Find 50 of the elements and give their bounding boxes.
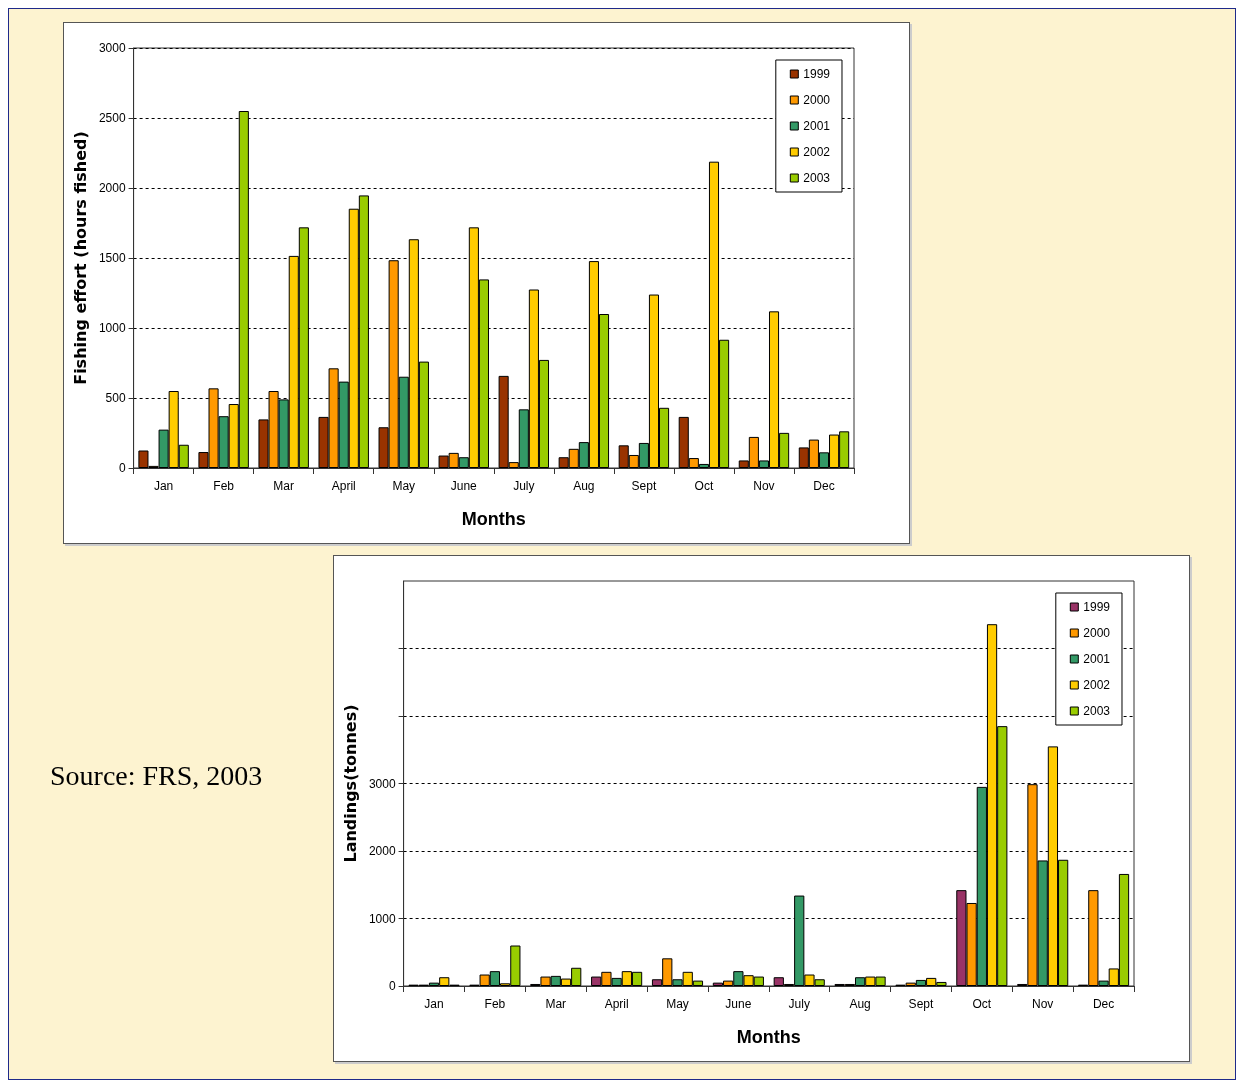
y-axis-title: Fishing effort (hours fished): [70, 131, 90, 385]
y-tick-label: 2000: [98, 181, 126, 195]
y-tick-label: 1000: [98, 321, 126, 335]
y-tick-label: 0: [118, 461, 126, 475]
x-tick-label: Mar: [545, 997, 567, 1011]
x-tick-label: Feb: [484, 997, 506, 1011]
y-tick-label: 1000: [368, 911, 396, 926]
x-tick-label: June: [725, 997, 752, 1011]
x-tick-label: Sept: [631, 479, 657, 493]
x-tick-label: Sept: [908, 997, 934, 1011]
y-axis-title: Landings(tonnes): [340, 704, 360, 863]
x-tick-label: Jan: [153, 479, 174, 493]
x-tick-label: Nov: [1032, 997, 1054, 1011]
y-tick-label: 1500: [98, 251, 126, 265]
legend-label: 2002: [803, 145, 831, 159]
y-tick-label: 0: [388, 979, 396, 993]
x-tick-label: Oct: [694, 479, 714, 493]
x-tick-label: July: [513, 479, 535, 493]
x-tick-label: Nov: [753, 479, 775, 493]
x-tick-label: April: [331, 479, 356, 493]
legend-label: 2003: [1083, 704, 1111, 718]
x-tick-label: Jan: [424, 997, 444, 1011]
x-tick-label: Aug: [849, 997, 871, 1011]
x-tick-label: Oct: [972, 997, 992, 1011]
source-note: Source: FRS, 2003: [50, 760, 263, 792]
y-tick-label: 3000: [368, 776, 396, 791]
legend-label: 2003: [803, 171, 831, 185]
x-axis-title: Months: [461, 509, 526, 529]
y-tick-label: 2000: [368, 844, 396, 858]
x-tick-label: Mar: [273, 479, 295, 493]
y-tick-label: 2500: [98, 111, 126, 125]
legend-label: 2000: [1083, 626, 1111, 640]
x-tick-label: May: [666, 997, 689, 1011]
x-tick-label: May: [392, 479, 416, 493]
x-tick-label: Feb: [213, 479, 235, 493]
x-tick-label: Dec: [813, 479, 835, 493]
legend-label: 1999: [803, 67, 831, 81]
y-tick-label: 3000: [98, 41, 126, 55]
legend-label: 2001: [803, 119, 831, 133]
x-tick-label: July: [788, 997, 810, 1011]
legend-label: 2002: [1083, 678, 1111, 692]
legend-label: 2000: [803, 93, 831, 107]
legend-label: 2001: [1083, 652, 1111, 666]
legend-label: 1999: [1083, 600, 1111, 614]
y-tick-label: 500: [105, 391, 126, 405]
x-tick-label: April: [604, 997, 629, 1011]
x-tick-label: June: [450, 479, 478, 493]
x-tick-label: Dec: [1092, 997, 1115, 1011]
x-axis-title: Months: [736, 1027, 801, 1047]
x-tick-label: Aug: [573, 479, 595, 493]
